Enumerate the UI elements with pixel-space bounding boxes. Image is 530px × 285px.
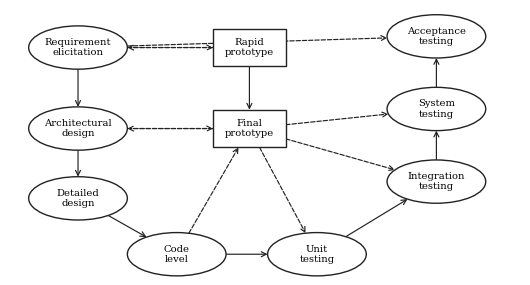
Ellipse shape (29, 107, 127, 150)
Text: Detailed
design: Detailed design (57, 189, 100, 208)
Ellipse shape (387, 160, 486, 203)
Text: Final
prototype: Final prototype (225, 119, 274, 138)
Text: Rapid
prototype: Rapid prototype (225, 38, 274, 57)
Text: Architectural
design: Architectural design (44, 119, 112, 138)
Text: Requirement
elicitation: Requirement elicitation (45, 38, 111, 57)
Ellipse shape (127, 233, 226, 276)
Bar (213, 29, 286, 66)
Ellipse shape (29, 26, 127, 69)
Text: Code
level: Code level (164, 245, 190, 264)
Ellipse shape (268, 233, 366, 276)
Text: Acceptance
testing: Acceptance testing (407, 27, 466, 46)
Text: Unit
testing: Unit testing (299, 245, 334, 264)
Text: Integration
testing: Integration testing (408, 172, 465, 191)
Text: System
testing: System testing (418, 99, 455, 119)
Ellipse shape (387, 15, 486, 58)
Ellipse shape (387, 87, 486, 131)
Ellipse shape (29, 177, 127, 220)
Bar (213, 110, 286, 147)
